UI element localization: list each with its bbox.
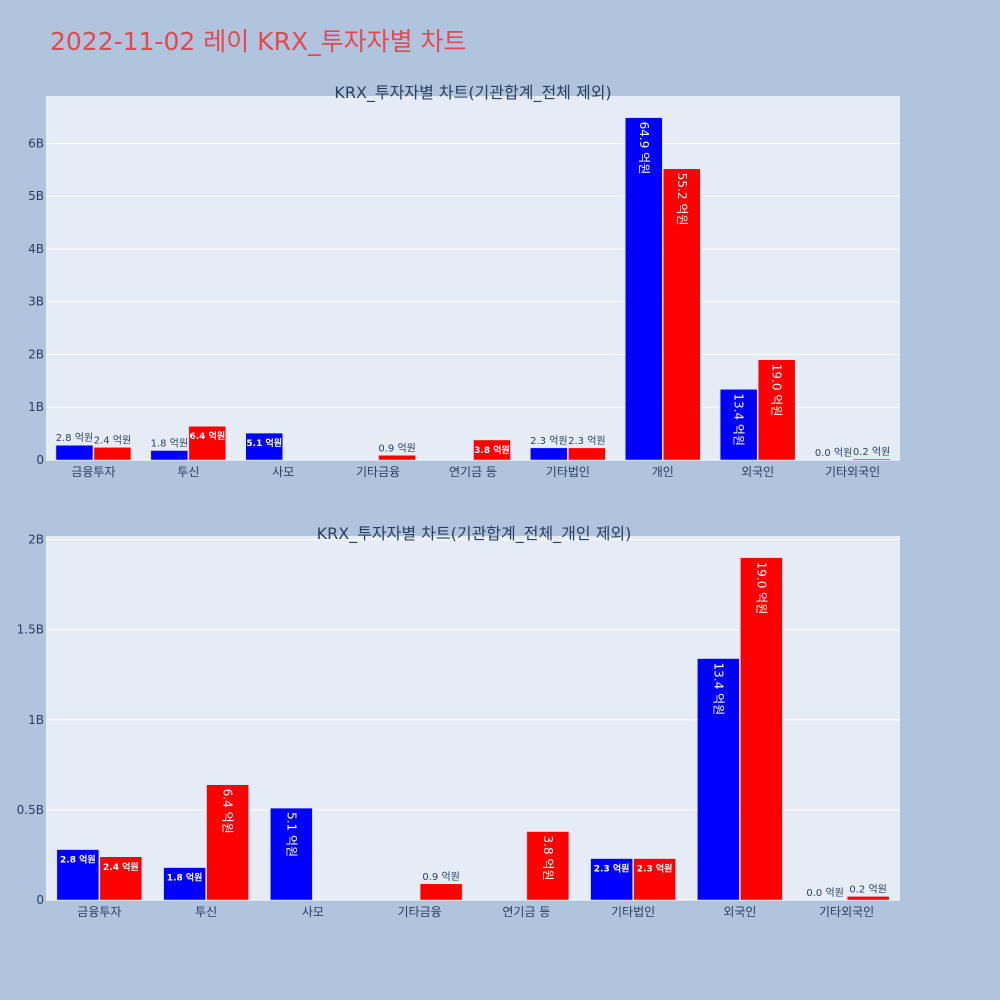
- data-label: 1.8 억원: [151, 438, 188, 450]
- x-tick-label: 사모: [272, 465, 294, 479]
- y-tick-label: 1B: [28, 713, 44, 727]
- bar: [568, 447, 606, 461]
- data-label: 6.4 억원: [221, 789, 235, 834]
- bar: [99, 856, 143, 901]
- data-label: 5.1 억원: [246, 437, 282, 449]
- data-label: 6.4 억원: [190, 430, 226, 442]
- bar: [625, 117, 663, 461]
- bar: [206, 784, 249, 901]
- x-tick-label: 금융투자: [71, 465, 115, 479]
- page-title: 2022-11-02 레이 KRX_투자자별 차트: [50, 27, 467, 56]
- x-tick-label: 투신: [195, 905, 217, 919]
- bar: [852, 458, 891, 461]
- y-tick-label: 4B: [28, 242, 44, 256]
- y-tick-label: 3B: [28, 295, 44, 309]
- bar: [55, 444, 94, 461]
- x-tick-label: 외국인: [723, 905, 756, 919]
- x-tick-label: 연기금 등: [449, 465, 497, 479]
- data-label: 1.8 억원: [167, 872, 203, 884]
- bar: [697, 658, 740, 901]
- bar: [719, 389, 758, 461]
- data-label: 19.0 억원: [770, 364, 784, 417]
- bar: [740, 557, 783, 901]
- bar: [663, 168, 701, 461]
- x-tick-label: 기타금융: [356, 465, 400, 479]
- x-tick-label: 금융투자: [77, 905, 121, 919]
- data-label: 2.4 억원: [103, 861, 139, 873]
- x-tick-label: 연기금 등: [502, 905, 550, 919]
- data-label: 64.9 억원: [637, 122, 651, 175]
- y-tick-label: 0: [36, 893, 44, 907]
- bar: [378, 455, 416, 461]
- data-label: 0.2 억원: [849, 883, 886, 895]
- data-label: 3.8 억원: [541, 836, 555, 881]
- data-label: 2.4 억원: [94, 434, 131, 446]
- bar: [150, 450, 189, 461]
- y-tick-label: 2B: [28, 533, 44, 547]
- y-tick-label: 2B: [28, 347, 44, 361]
- data-label: 13.4 억원: [732, 393, 746, 446]
- y-tick-label: 1B: [28, 400, 44, 414]
- x-tick-label: 외국인: [741, 465, 774, 479]
- y-tick-label: 6B: [28, 136, 44, 150]
- y-tick-label: 0.5B: [17, 803, 44, 817]
- x-tick-label: 기타법인: [546, 465, 590, 479]
- data-label: 0.9 억원: [422, 871, 459, 883]
- bar: [590, 858, 633, 901]
- x-tick-label: 투신: [177, 465, 199, 479]
- bar: [270, 807, 313, 901]
- data-label: 3.8 억원: [474, 444, 510, 456]
- chart-2-title: KRX_투자자별 차트(기관합계_전체_개인 제외): [316, 524, 632, 543]
- data-label: 2.8 억원: [60, 854, 96, 866]
- data-label: 55.2 억원: [675, 173, 689, 226]
- x-tick-label: 사모: [302, 905, 324, 919]
- bar: [633, 858, 676, 901]
- bar: [530, 447, 568, 461]
- bar: [188, 425, 227, 461]
- bar: [93, 447, 132, 461]
- x-tick-label: 기타금융: [398, 905, 442, 919]
- bar: [473, 439, 511, 461]
- bar: [419, 883, 463, 901]
- data-label: 13.4 억원: [711, 663, 725, 716]
- data-label: 0.9 억원: [378, 442, 415, 454]
- bar: [245, 432, 283, 461]
- data-label: 0.0 억원: [815, 447, 852, 459]
- plot-area: [46, 96, 900, 460]
- y-tick-label: 0: [36, 453, 44, 467]
- bar: [757, 359, 796, 461]
- x-tick-label: 기타외국인: [825, 465, 880, 479]
- data-label: 19.0 억원: [754, 562, 768, 615]
- y-tick-label: 5B: [28, 189, 44, 203]
- data-label: 0.2 억원: [853, 446, 890, 458]
- bar: [56, 849, 100, 901]
- data-label: 0.0 억원: [806, 887, 843, 899]
- bar: [526, 831, 570, 901]
- x-tick-label: 기타외국인: [819, 905, 874, 919]
- chart-1-title: KRX_투자자별 차트(기관합계_전체 제외): [334, 83, 612, 102]
- data-label: 2.3 억원: [568, 435, 605, 447]
- bar: [163, 867, 206, 901]
- bar: [846, 896, 890, 901]
- x-tick-label: 기타법인: [611, 905, 655, 919]
- data-label: 2.3 억원: [594, 863, 630, 875]
- y-tick-label: 1.5B: [17, 623, 44, 637]
- data-label: 2.3 억원: [530, 435, 567, 447]
- data-label: 2.8 억원: [56, 432, 93, 444]
- data-label: 5.1 억원: [284, 812, 298, 857]
- x-tick-label: 개인: [652, 465, 674, 479]
- data-label: 2.3 억원: [637, 863, 673, 875]
